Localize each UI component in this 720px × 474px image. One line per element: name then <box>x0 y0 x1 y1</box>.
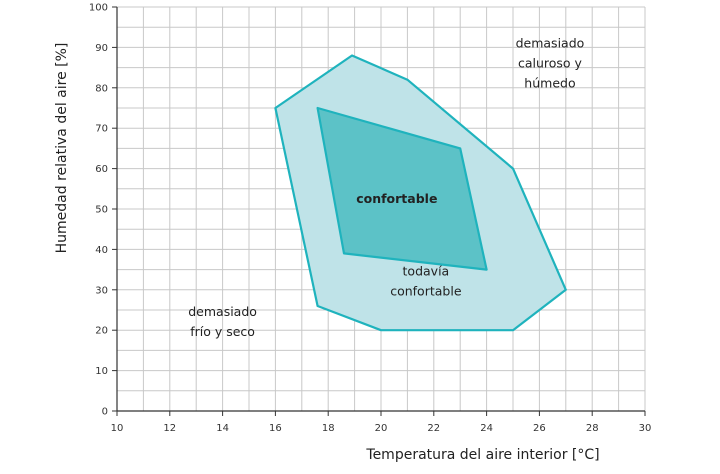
y-tick-label: 40 <box>95 245 108 256</box>
y-tick-label: 50 <box>95 205 108 216</box>
region-annotation: todavía <box>403 264 450 279</box>
y-tick-label: 80 <box>95 83 108 94</box>
x-tick-label: 28 <box>586 423 599 434</box>
region-annotation: demasiado <box>188 304 257 319</box>
x-tick-label: 18 <box>322 423 335 434</box>
x-tick-label: 20 <box>375 423 388 434</box>
y-axis-label: Humedad relativa del aire [%] <box>54 43 70 254</box>
x-tick-label: 14 <box>216 423 229 434</box>
y-tick-label: 10 <box>95 366 108 377</box>
comfort-regions <box>274 54 567 332</box>
region-annotation: confortable <box>356 191 437 206</box>
y-tick-label: 70 <box>95 124 108 135</box>
y-tick-label: 100 <box>89 3 108 14</box>
x-tick-label: 10 <box>111 423 124 434</box>
x-tick-label: 12 <box>163 423 176 434</box>
y-tick-label: 0 <box>102 407 108 418</box>
x-tick-label: 30 <box>639 423 652 434</box>
y-tick-label: 90 <box>95 43 108 54</box>
tick-labels: 10 12 14 16 18 20 22 24 26 28 30010203040506070809… <box>89 3 651 435</box>
y-tick-label: 30 <box>95 285 108 296</box>
x-axis-label: Temperatura del aire interior [°C] <box>365 447 599 463</box>
region-annotation: demasiado <box>516 36 585 51</box>
annotations: demasiado caluroso y húmedo confortable toda… <box>188 36 584 340</box>
region-annotation: caluroso y <box>518 56 583 71</box>
y-tick-label: 60 <box>95 164 108 175</box>
y-tick-label: 20 <box>95 326 108 337</box>
region-annotation: frío y seco <box>190 324 255 339</box>
x-tick-label: 16 <box>269 423 282 434</box>
axes <box>112 6 646 416</box>
x-tick-label: 24 <box>480 423 493 434</box>
x-tick-label: 26 <box>533 423 546 434</box>
region-confortable <box>316 106 488 271</box>
region-annotation: húmedo <box>524 76 575 91</box>
region-annotation: confortable <box>390 284 462 299</box>
x-tick-label: 22 <box>427 423 440 434</box>
